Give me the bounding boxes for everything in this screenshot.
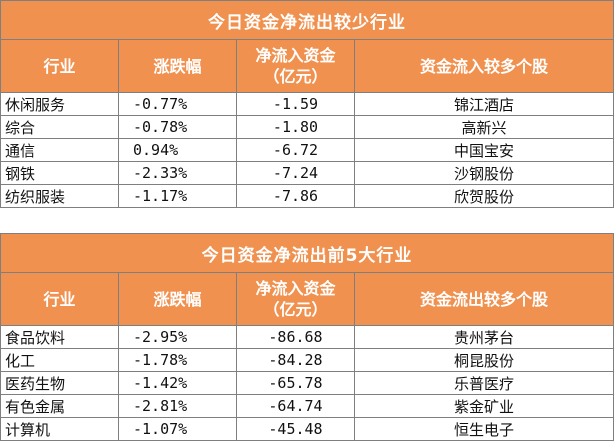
change-cell: -1.07% xyxy=(118,417,237,441)
table-net-outflow-least: 今日资金净流出较少行业 行业 涨跌幅 净流入资金 （亿元） 资金流入较多个股 休… xyxy=(0,0,614,208)
change-cell: 0.94% xyxy=(118,138,237,162)
net-cell: -7.24 xyxy=(236,161,355,185)
table-row: 休闲服务 -0.77% -1.59 锦江酒店 xyxy=(0,92,614,116)
table-row: 化工 -1.78% -84.28 桐昆股份 xyxy=(0,348,615,372)
table-row: 计算机 -1.07% -45.48 恒生电子 xyxy=(0,417,615,441)
industry-cell: 有色金属 xyxy=(0,394,119,418)
change-cell: -0.78% xyxy=(118,115,237,139)
header-net-inflow-line2: （亿元） xyxy=(263,67,328,86)
header-net-inflow-line1: 净流入资金 xyxy=(255,279,336,298)
header-industry: 行业 xyxy=(0,39,119,93)
net-cell: -7.86 xyxy=(236,184,355,208)
industry-cell: 休闲服务 xyxy=(0,92,119,116)
table-row: 通信 0.94% -6.72 中国宝安 xyxy=(0,138,614,162)
net-cell: -84.28 xyxy=(236,348,355,372)
change-cell: -2.33% xyxy=(118,161,237,185)
stock-cell: 恒生电子 xyxy=(353,417,615,441)
stock-cell: 紫金矿业 xyxy=(353,394,615,418)
header-net-inflow: 净流入资金 （亿元） xyxy=(236,39,355,93)
header-change: 涨跌幅 xyxy=(118,39,237,93)
header-stocks: 资金流入较多个股 xyxy=(354,39,614,93)
stock-cell: 高新兴 xyxy=(354,115,614,139)
net-cell: -45.48 xyxy=(236,417,355,441)
table-net-outflow-top5: 今日资金净流出前5大行业 行业 涨跌幅 净流入资金 （亿元） 资金流出较多个股 … xyxy=(0,233,615,441)
industry-cell: 食品饮料 xyxy=(0,325,119,349)
stock-cell: 欣贺股份 xyxy=(354,184,614,208)
change-cell: -0.77% xyxy=(118,92,237,116)
header-change: 涨跌幅 xyxy=(118,272,237,326)
table-row: 钢铁 -2.33% -7.24 沙钢股份 xyxy=(0,161,614,185)
change-cell: -2.81% xyxy=(118,394,237,418)
change-cell: -1.78% xyxy=(118,348,237,372)
industry-cell: 化工 xyxy=(0,348,119,372)
industry-cell: 纺织服装 xyxy=(0,184,119,208)
industry-cell: 通信 xyxy=(0,138,119,162)
net-cell: -64.74 xyxy=(236,394,355,418)
header-net-inflow: 净流入资金 （亿元） xyxy=(236,272,355,326)
change-cell: -2.95% xyxy=(118,325,237,349)
header-net-inflow-line2: （亿元） xyxy=(263,300,328,319)
change-cell: -1.42% xyxy=(118,371,237,395)
industry-cell: 综合 xyxy=(0,115,119,139)
table-row: 有色金属 -2.81% -64.74 紫金矿业 xyxy=(0,394,615,418)
header-industry: 行业 xyxy=(0,272,119,326)
header-net-inflow-line1: 净流入资金 xyxy=(255,46,336,65)
net-cell: -65.78 xyxy=(236,371,355,395)
change-cell: -1.17% xyxy=(118,184,237,208)
net-cell: -6.72 xyxy=(236,138,355,162)
stock-cell: 锦江酒店 xyxy=(354,92,614,116)
table-row: 综合 -0.78% -1.80 高新兴 xyxy=(0,115,614,139)
industry-cell: 钢铁 xyxy=(0,161,119,185)
industry-cell: 计算机 xyxy=(0,417,119,441)
net-cell: -86.68 xyxy=(236,325,355,349)
stock-cell: 桐昆股份 xyxy=(353,348,615,372)
net-cell: -1.59 xyxy=(236,92,355,116)
stock-cell: 沙钢股份 xyxy=(354,161,614,185)
table-row: 医药生物 -1.42% -65.78 乐普医疗 xyxy=(0,371,615,395)
stock-cell: 中国宝安 xyxy=(354,138,614,162)
header-stocks: 资金流出较多个股 xyxy=(353,272,615,326)
table-row: 纺织服装 -1.17% -7.86 欣贺股份 xyxy=(0,184,614,208)
net-cell: -1.80 xyxy=(236,115,355,139)
table-title: 今日资金净流出较少行业 xyxy=(0,0,614,40)
stock-cell: 乐普医疗 xyxy=(353,371,615,395)
table-title: 今日资金净流出前5大行业 xyxy=(0,233,615,273)
industry-cell: 医药生物 xyxy=(0,371,119,395)
stock-cell: 贵州茅台 xyxy=(353,325,615,349)
table-row: 食品饮料 -2.95% -86.68 贵州茅台 xyxy=(0,325,615,349)
